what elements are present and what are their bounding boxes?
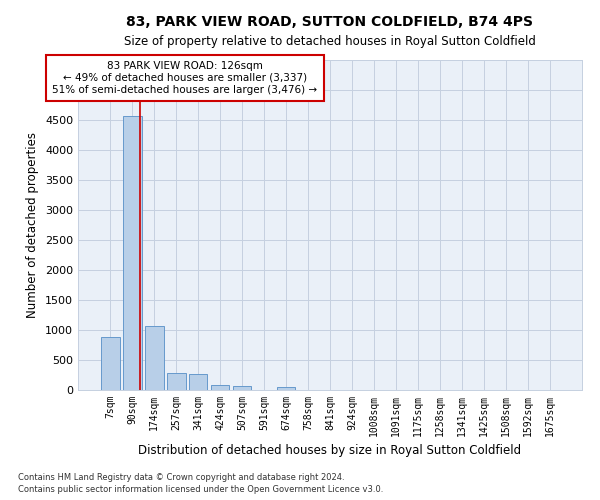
Bar	[123, 116, 142, 390]
Text: Contains public sector information licensed under the Open Government Licence v3: Contains public sector information licen…	[18, 486, 383, 494]
X-axis label: Distribution of detached houses by size in Royal Sutton Coldfield: Distribution of detached houses by size …	[139, 444, 521, 458]
Bar	[211, 385, 229, 390]
Text: Size of property relative to detached houses in Royal Sutton Coldfield: Size of property relative to detached ho…	[124, 35, 536, 48]
Y-axis label: Number of detached properties: Number of detached properties	[26, 132, 40, 318]
Bar	[189, 374, 208, 390]
Bar	[233, 386, 251, 390]
Bar	[145, 326, 164, 390]
Bar	[277, 387, 295, 390]
Bar	[167, 373, 185, 390]
Text: 83, PARK VIEW ROAD, SUTTON COLDFIELD, B74 4PS: 83, PARK VIEW ROAD, SUTTON COLDFIELD, B7…	[127, 15, 533, 29]
Text: 83 PARK VIEW ROAD: 126sqm
← 49% of detached houses are smaller (3,337)
51% of se: 83 PARK VIEW ROAD: 126sqm ← 49% of detac…	[52, 62, 317, 94]
Text: Contains HM Land Registry data © Crown copyright and database right 2024.: Contains HM Land Registry data © Crown c…	[18, 473, 344, 482]
Bar	[101, 337, 119, 390]
